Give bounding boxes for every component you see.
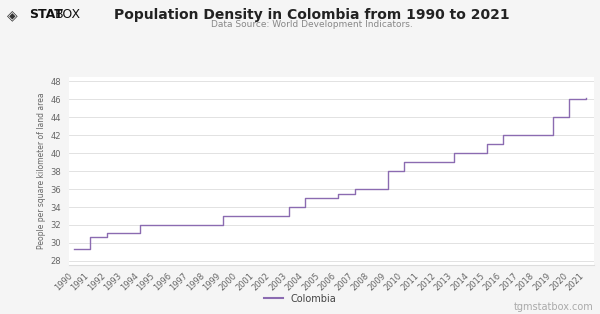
- Text: tgmstatbox.com: tgmstatbox.com: [514, 302, 594, 312]
- Text: Population Density in Colombia from 1990 to 2021: Population Density in Colombia from 1990…: [114, 8, 510, 22]
- Text: Data Source: World Development Indicators.: Data Source: World Development Indicator…: [211, 20, 413, 30]
- Y-axis label: People per square kilometer of land area: People per square kilometer of land area: [37, 93, 46, 249]
- Text: STAT: STAT: [29, 8, 62, 21]
- Legend: Colombia: Colombia: [260, 290, 340, 308]
- Text: ◈: ◈: [7, 8, 18, 22]
- Text: BOX: BOX: [55, 8, 82, 21]
